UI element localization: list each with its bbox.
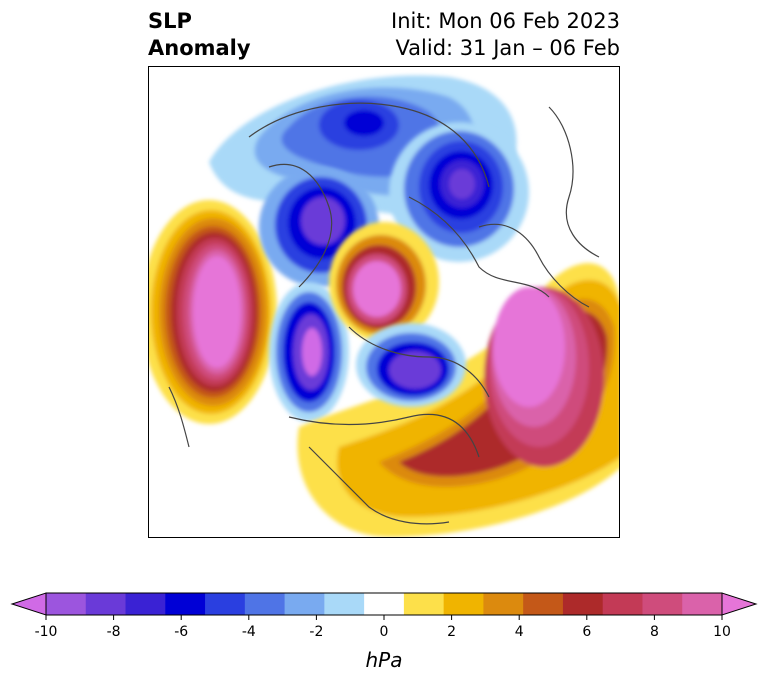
central-low-anomaly: [356, 323, 466, 407]
colorbar-tick-label: 4: [515, 624, 524, 640]
colorbar-segment: [562, 593, 604, 615]
colorbar-segment: [364, 593, 405, 615]
coastline-outlines: [168, 102, 600, 525]
colorbar-segment: [165, 593, 206, 615]
colorbar-segment: [284, 593, 325, 615]
slp-anomaly-map: [149, 75, 619, 537]
colorbar-segment: [602, 593, 643, 615]
colorbar-segment: [85, 593, 127, 615]
colorbar-segment: [483, 593, 524, 615]
colorbar-ticks: -10 -8 -6 -4 -2 0 2 4 6 8 10: [35, 615, 731, 640]
pacific-high-anomaly: [149, 200, 277, 424]
map-panel: [148, 66, 620, 538]
northeast-low-anomaly: [389, 122, 529, 262]
colorbar-tick-label: -10: [35, 624, 58, 640]
colorbar-extend-high: [721, 592, 758, 616]
colorbar-tick-label: -6: [174, 624, 188, 640]
colorbar-tick-label: 8: [650, 624, 659, 640]
west-mid-low-anomaly: [269, 282, 349, 422]
colorbar-tick-label: 6: [582, 624, 591, 640]
colorbar-extend-low: [10, 592, 47, 616]
colorbar-segment: [125, 593, 166, 615]
colorbar: -10 -8 -6 -4 -2 0 2 4 6 8 10 hPa: [10, 592, 758, 672]
valid-range-label: Valid: 31 Jan – 06 Feb: [395, 36, 620, 60]
title-variable: SLP: [148, 9, 192, 33]
colorbar-segment: [403, 593, 445, 615]
colorbar-segment: [642, 593, 683, 615]
colorbar-segment: [244, 593, 286, 615]
title-field: Anomaly: [148, 36, 251, 60]
colorbar-segment: [324, 593, 365, 615]
colorbar-tick-label: -2: [309, 624, 323, 640]
atlantic-high-anomaly: [297, 263, 619, 537]
colorbar-segment: [46, 593, 87, 615]
colorbar-tick-label: 0: [380, 624, 389, 640]
arctic-high-anomaly: [329, 222, 439, 342]
colorbar-units-label: hPa: [366, 648, 403, 672]
colorbar-tick-label: 2: [447, 624, 456, 640]
colorbar-tick-label: 10: [713, 624, 731, 640]
colorbar-segment: [443, 593, 484, 615]
colorbar-tick-label: -8: [107, 624, 121, 640]
plot-title-left: SLP Anomaly: [148, 8, 251, 62]
init-date-label: Init: Mon 06 Feb 2023: [391, 9, 620, 33]
colorbar-tick-label: -4: [242, 624, 256, 640]
colorbar-segments: [10, 592, 758, 616]
colorbar-segment: [682, 593, 723, 615]
plot-title-right: Init: Mon 06 Feb 2023 Valid: 31 Jan – 06…: [391, 8, 620, 62]
colorbar-segment: [523, 593, 564, 615]
colorbar-segment: [205, 593, 246, 615]
